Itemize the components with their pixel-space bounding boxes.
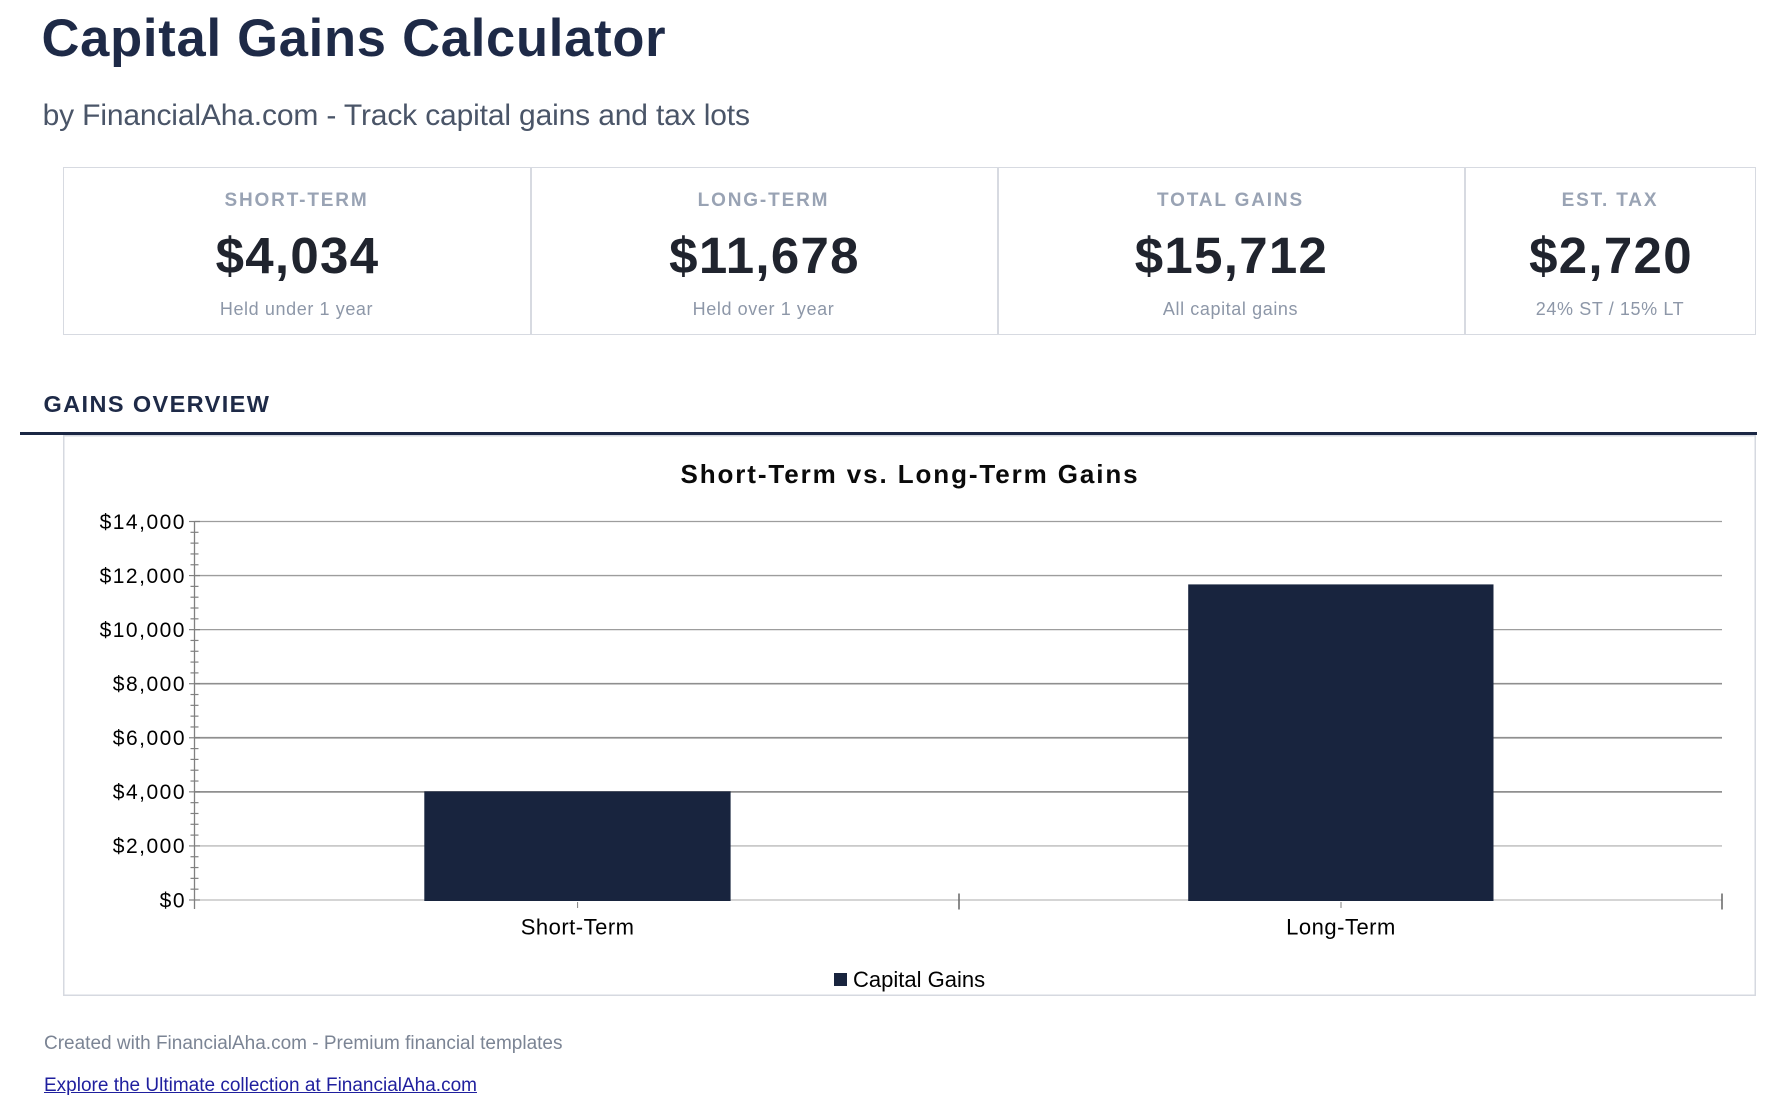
svg-text:$8,000: $8,000 — [113, 673, 186, 696]
svg-text:Capital Gains: Capital Gains — [853, 967, 985, 992]
svg-text:$10,000: $10,000 — [100, 619, 186, 642]
svg-text:$12,000: $12,000 — [100, 565, 186, 588]
svg-text:$0: $0 — [160, 889, 186, 912]
svg-text:Long-Term: Long-Term — [1286, 915, 1396, 940]
svg-text:$14,000: $14,000 — [100, 511, 186, 534]
svg-text:Short-Term: Short-Term — [521, 915, 635, 940]
svg-text:$4,000: $4,000 — [113, 781, 186, 804]
svg-text:$6,000: $6,000 — [113, 727, 186, 750]
svg-text:$2,000: $2,000 — [113, 835, 186, 858]
svg-text:Short-Term vs. Long-Term Gains: Short-Term vs. Long-Term Gains — [680, 459, 1139, 489]
